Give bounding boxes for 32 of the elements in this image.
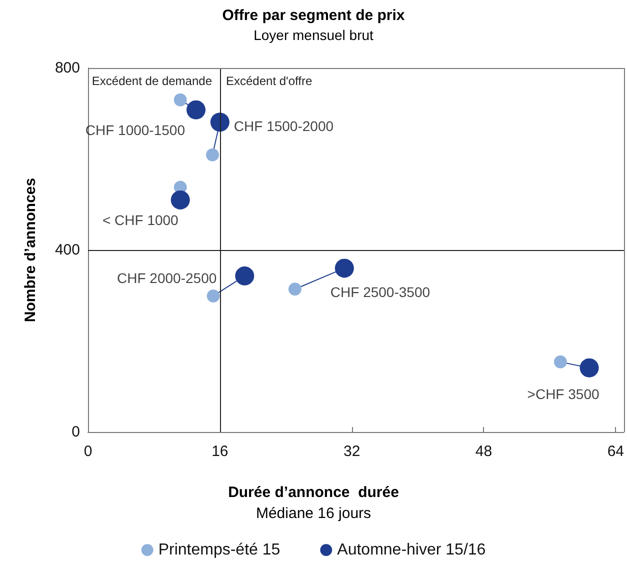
x-tick-label: 48 xyxy=(475,443,492,460)
annotation: >CHF 3500 xyxy=(527,386,600,402)
point xyxy=(580,358,599,378)
annotation: CHF 1500-2000 xyxy=(234,118,334,134)
chart-subtitle: Loyer mensuel brut xyxy=(254,27,374,43)
point xyxy=(288,282,302,296)
y-tick-label: 800 xyxy=(54,60,80,76)
annotation: Excédent d'offre xyxy=(226,74,312,88)
x-tick-label: 0 xyxy=(84,443,92,460)
point xyxy=(210,112,230,132)
point xyxy=(174,93,187,106)
x-tick-label: 64 xyxy=(607,443,624,460)
annotation: CHF 2500-3500 xyxy=(330,284,430,300)
annotation: CHF 2000-2500 xyxy=(117,270,217,286)
chart-title: Offre par segment de prix xyxy=(222,7,406,24)
legend-label: Printemps-été 15 xyxy=(158,542,280,558)
point xyxy=(235,266,254,286)
legend-label: Automne-hiver 15/16 xyxy=(337,542,486,558)
x-tick-label: 32 xyxy=(343,443,360,460)
y-axis-title: Nombre d’annonces xyxy=(22,178,39,322)
point xyxy=(186,100,206,120)
point xyxy=(334,258,354,278)
point xyxy=(170,190,190,210)
annotation: Excédent de demande xyxy=(92,74,212,88)
y-tick-label: 0 xyxy=(72,424,80,440)
y-tick-label: 400 xyxy=(54,242,80,258)
point xyxy=(554,355,567,368)
point xyxy=(206,148,219,162)
annotation: < CHF 1000 xyxy=(102,212,179,228)
x-axis-title: Durée d’annonce durée Médiane 16 jours xyxy=(228,484,399,522)
point xyxy=(206,289,220,302)
x-tick-label: 16 xyxy=(212,443,228,460)
